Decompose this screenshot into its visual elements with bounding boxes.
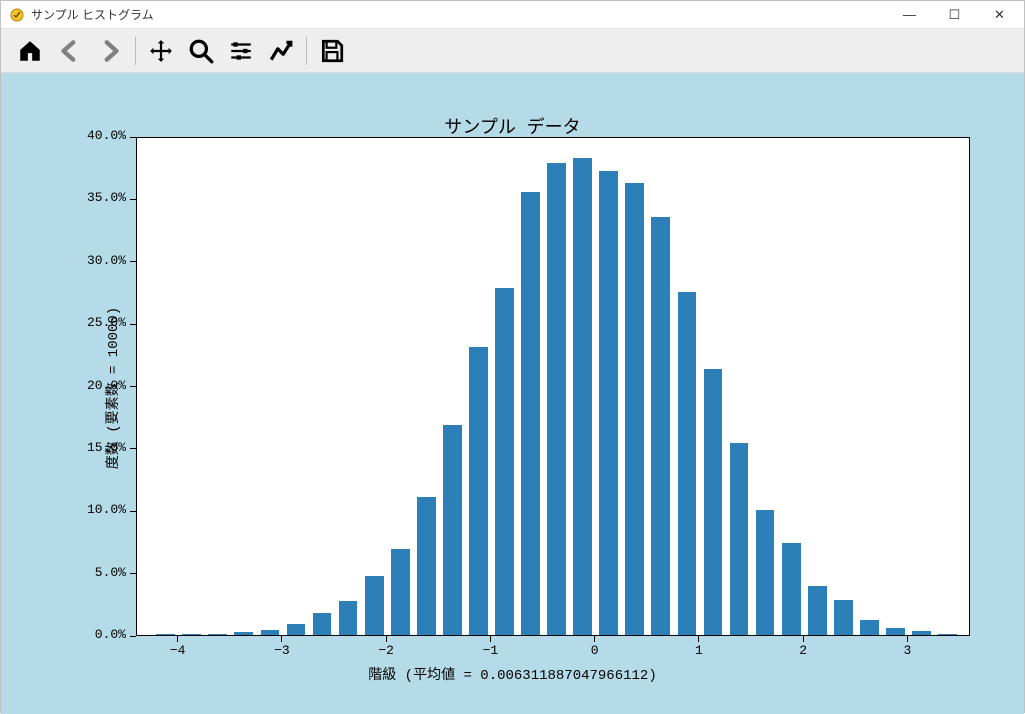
- y-tick: [130, 199, 136, 200]
- histogram-bar: [938, 634, 957, 635]
- x-tick-label: 3: [887, 643, 927, 658]
- y-tick-label: 5.0%: [95, 565, 126, 580]
- histogram-bar: [469, 347, 488, 635]
- y-tick: [130, 261, 136, 262]
- x-tick: [281, 636, 282, 642]
- histogram-bar: [704, 369, 723, 635]
- histogram-bar: [678, 292, 697, 635]
- histogram-bar: [156, 634, 175, 635]
- arrow-right-icon: [97, 38, 123, 64]
- x-tick: [177, 636, 178, 642]
- app-icon: [9, 7, 25, 23]
- histogram-bar: [886, 628, 905, 635]
- histogram-bar: [234, 632, 253, 635]
- y-tick-label: 35.0%: [87, 190, 126, 205]
- arrow-left-icon: [57, 38, 83, 64]
- save-button[interactable]: [313, 33, 351, 69]
- y-tick: [130, 324, 136, 325]
- x-tick-label: −1: [470, 643, 510, 658]
- move-icon: [148, 38, 174, 64]
- y-tick: [130, 448, 136, 449]
- minimize-button[interactable]: —: [887, 2, 932, 28]
- toolbar-separator: [306, 37, 307, 65]
- histogram-bar: [391, 549, 410, 635]
- histogram-bar: [417, 497, 436, 635]
- histogram-bar: [808, 586, 827, 635]
- x-tick-label: −4: [158, 643, 198, 658]
- y-tick-label: 10.0%: [87, 502, 126, 517]
- y-tick: [130, 386, 136, 387]
- histogram-bar: [495, 288, 514, 635]
- x-tick: [594, 636, 595, 642]
- plot-title: サンプル データ: [1, 113, 1024, 139]
- histogram-bar: [547, 163, 566, 635]
- y-tick: [130, 573, 136, 574]
- window-controls: — ☐ ✕: [887, 2, 1022, 28]
- histogram-bar: [625, 183, 644, 635]
- sliders-icon: [228, 38, 254, 64]
- x-tick: [698, 636, 699, 642]
- window-title: サンプル ヒストグラム: [31, 6, 887, 23]
- histogram-bar: [782, 543, 801, 635]
- back-button[interactable]: [51, 33, 89, 69]
- matplotlib-toolbar: [1, 29, 1024, 73]
- histogram-bar: [599, 171, 618, 635]
- histogram-bar: [313, 613, 332, 635]
- y-tick: [130, 137, 136, 138]
- histogram-bar: [339, 601, 358, 635]
- y-tick-label: 15.0%: [87, 440, 126, 455]
- figure-canvas[interactable]: サンプル データ 度数 (要素数 = 10000) 階級 (平均値 = 0.00…: [1, 73, 1024, 714]
- maximize-button[interactable]: ☐: [932, 2, 977, 28]
- histogram-bar: [573, 158, 592, 635]
- edit-button[interactable]: [262, 33, 300, 69]
- x-tick-label: 2: [783, 643, 823, 658]
- pan-button[interactable]: [142, 33, 180, 69]
- titlebar: サンプル ヒストグラム — ☐ ✕: [1, 1, 1024, 29]
- x-tick: [803, 636, 804, 642]
- configure-button[interactable]: [222, 33, 260, 69]
- y-tick: [130, 636, 136, 637]
- y-tick-label: 25.0%: [87, 315, 126, 330]
- y-tick-label: 40.0%: [87, 128, 126, 143]
- histogram-bar: [912, 631, 931, 635]
- x-tick: [490, 636, 491, 642]
- histogram-bar: [182, 634, 201, 635]
- histogram-bar: [834, 600, 853, 635]
- x-tick-label: 0: [575, 643, 615, 658]
- forward-button[interactable]: [91, 33, 129, 69]
- y-tick-label: 30.0%: [87, 253, 126, 268]
- y-tick-label: 20.0%: [87, 378, 126, 393]
- histogram-bar: [860, 620, 879, 635]
- zoom-button[interactable]: [182, 33, 220, 69]
- histogram-bar: [443, 425, 462, 635]
- plot-axes: [136, 137, 970, 636]
- y-tick: [130, 511, 136, 512]
- histogram-bar: [521, 192, 540, 635]
- histogram-bar: [208, 634, 227, 635]
- histogram-bar: [730, 443, 749, 635]
- x-tick: [386, 636, 387, 642]
- chart-line-icon: [268, 38, 294, 64]
- close-button[interactable]: ✕: [977, 2, 1022, 28]
- x-tick-label: −2: [366, 643, 406, 658]
- save-icon: [319, 38, 345, 64]
- histogram-bar: [261, 630, 280, 635]
- search-icon: [188, 38, 214, 64]
- home-button[interactable]: [11, 33, 49, 69]
- home-icon: [17, 38, 43, 64]
- toolbar-separator: [135, 37, 136, 65]
- histogram-bar: [365, 576, 384, 635]
- y-tick-label: 0.0%: [95, 627, 126, 642]
- histogram-bar: [756, 510, 775, 635]
- x-tick-label: 1: [679, 643, 719, 658]
- histogram-bar: [651, 217, 670, 635]
- x-axis-label: 階級 (平均値 = 0.006311887047966112): [1, 664, 1024, 684]
- x-tick: [907, 636, 908, 642]
- x-tick-label: −3: [262, 643, 302, 658]
- histogram-bar: [287, 624, 306, 635]
